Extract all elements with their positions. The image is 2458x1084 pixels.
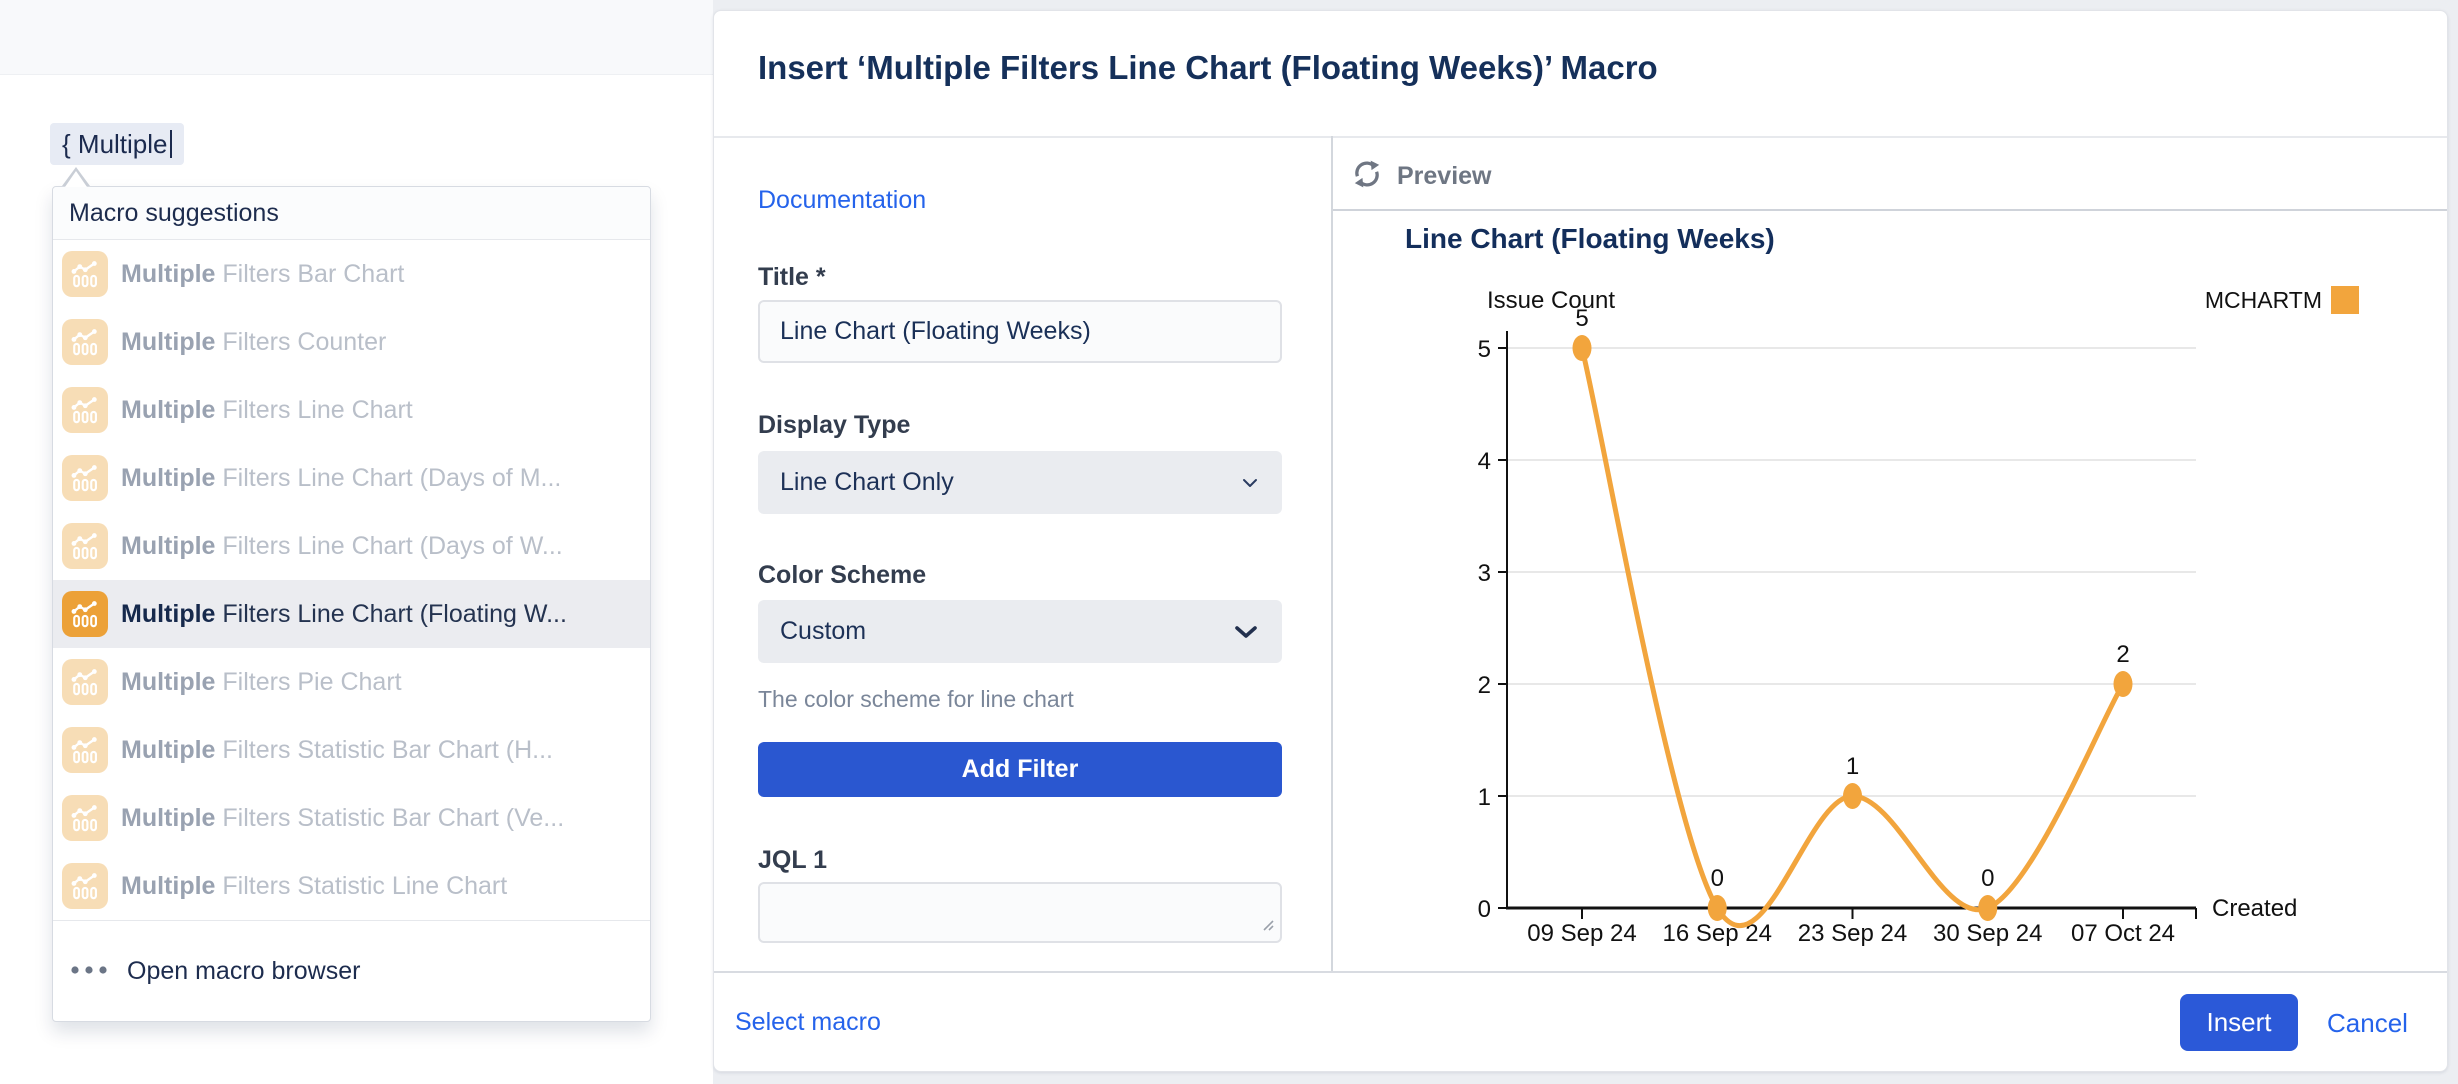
svg-text:5: 5: [1575, 305, 1588, 332]
chart-macro-icon: [62, 591, 108, 637]
chevron-down-icon: [1234, 625, 1258, 639]
text-cursor: [169, 130, 172, 158]
macro-suggestion-item[interactable]: Multiple Filters Bar Chart: [53, 240, 650, 308]
svg-text:07 Oct 24: 07 Oct 24: [2071, 920, 2175, 947]
color-scheme-help-text: The color scheme for line chart: [758, 686, 1074, 712]
color-scheme-value: Custom: [780, 617, 867, 645]
svg-text:4: 4: [1478, 448, 1491, 475]
svg-text:0: 0: [1711, 865, 1724, 892]
chart-macro-icon: [62, 727, 108, 773]
title-field-label: Title *: [758, 263, 826, 291]
svg-text:5: 5: [1478, 336, 1491, 363]
insert-macro-dialog: Insert ‘Multiple Filters Line Chart (Flo…: [713, 10, 2448, 1072]
macro-suggestion-label: Multiple Filters Statistic Bar Chart (Ve…: [121, 803, 565, 832]
cancel-link[interactable]: Cancel: [2327, 1008, 2408, 1038]
editor-top-strip: [0, 0, 713, 75]
color-scheme-select[interactable]: Custom: [758, 600, 1282, 663]
insert-button[interactable]: Insert: [2180, 994, 2298, 1051]
macro-suggestion-label: Multiple Filters Line Chart (Days of W..…: [121, 531, 563, 560]
open-macro-browser-label: Open macro browser: [127, 957, 361, 985]
display-type-select[interactable]: Line Chart Only: [758, 451, 1282, 514]
macro-suggestion-label: Multiple Filters Statistic Bar Chart (H.…: [121, 735, 553, 764]
macro-suggestions-dropdown: Macro suggestions Multiple Filters Bar C…: [52, 186, 651, 1022]
macro-suggestion-label: Multiple Filters Line Chart (Floating W.…: [121, 599, 567, 628]
form-preview-divider: [1331, 136, 1333, 971]
macro-suggestion-label: Multiple Filters Line Chart: [121, 395, 413, 424]
svg-text:0: 0: [1981, 865, 1994, 892]
chart-macro-icon: [62, 319, 108, 365]
macro-token-text: { Multiple: [62, 128, 168, 159]
color-scheme-label: Color Scheme: [758, 561, 927, 589]
macro-suggestion-label: Multiple Filters Line Chart (Days of M..…: [121, 463, 562, 492]
macro-suggestion-label: Multiple Filters Counter: [121, 327, 387, 356]
line-chart: 0 1 2 3 4 5 09 Sep 24 16 Sep 24 23 Sep 24 30 Sep …: [1478, 287, 2298, 947]
macro-autocomplete-token[interactable]: { Multiple: [50, 123, 184, 165]
preview-divider: [1333, 209, 2447, 211]
chart-macro-icon: [62, 863, 108, 909]
chart-macro-icon: [62, 523, 108, 569]
title-input[interactable]: [758, 300, 1282, 363]
macro-suggestions-list: Multiple Filters Bar Chart Multiple Filt…: [53, 240, 650, 920]
svg-text:2: 2: [1478, 672, 1491, 699]
chart-macro-icon: [62, 387, 108, 433]
macro-suggestion-item[interactable]: Multiple Filters Line Chart (Days of M..…: [53, 444, 650, 512]
macro-suggestion-item[interactable]: Multiple Filters Line Chart (Days of W..…: [53, 512, 650, 580]
svg-text:16 Sep 24: 16 Sep 24: [1663, 920, 1772, 947]
chevron-down-icon: [1242, 478, 1258, 488]
legend-swatch: [2331, 286, 2359, 314]
add-filter-button[interactable]: Add Filter: [758, 742, 1282, 797]
svg-text:2: 2: [2116, 641, 2129, 668]
svg-text:30 Sep 24: 30 Sep 24: [1933, 920, 2042, 947]
open-macro-browser-item[interactable]: Open macro browser: [53, 920, 650, 1022]
macro-suggestion-item[interactable]: Multiple Filters Pie Chart: [53, 648, 650, 716]
macro-suggestions-header: Macro suggestions: [53, 187, 650, 240]
svg-text:0: 0: [1478, 896, 1491, 923]
macro-suggestion-label: Multiple Filters Bar Chart: [121, 259, 405, 288]
chart-legend: MCHARTM: [2205, 286, 2359, 314]
select-macro-link[interactable]: Select macro: [735, 1008, 881, 1036]
legend-series-name: MCHARTM: [2204, 286, 2322, 313]
chart-macro-icon: [62, 455, 108, 501]
dropdown-pointer-fill: [65, 171, 87, 187]
dialog-header-divider: [714, 136, 2447, 138]
chart-title: Line Chart (Floating Weeks): [1405, 223, 1775, 254]
macro-suggestion-item[interactable]: Multiple Filters Line Chart: [53, 376, 650, 444]
jql-label: JQL 1: [758, 846, 828, 874]
dialog-footer-divider: [714, 971, 2447, 973]
svg-text:1: 1: [1846, 753, 1859, 780]
jql-textarea[interactable]: [758, 882, 1282, 943]
display-type-label: Display Type: [758, 411, 911, 439]
documentation-link[interactable]: Documentation: [758, 186, 927, 214]
dialog-title: Insert ‘Multiple Filters Line Chart (Flo…: [758, 49, 1658, 86]
svg-text:1: 1: [1478, 784, 1491, 811]
more-icon: [69, 963, 109, 981]
macro-suggestion-label: Multiple Filters Statistic Line Chart: [121, 871, 508, 900]
macro-suggestion-label: Multiple Filters Pie Chart: [121, 667, 402, 696]
macro-suggestion-item[interactable]: Multiple Filters Line Chart (Floating W.…: [53, 580, 650, 648]
svg-text:09 Sep 24: 09 Sep 24: [1527, 920, 1636, 947]
refresh-icon[interactable]: [1350, 157, 1384, 196]
macro-suggestion-item[interactable]: Multiple Filters Statistic Bar Chart (H.…: [53, 716, 650, 784]
preview-label: Preview: [1397, 162, 1492, 190]
display-type-value: Line Chart Only: [780, 468, 954, 496]
resize-handle-icon[interactable]: [1260, 917, 1275, 937]
svg-text:Created: Created: [2212, 895, 2297, 922]
macro-suggestion-item[interactable]: Multiple Filters Counter: [53, 308, 650, 376]
macro-suggestion-item[interactable]: Multiple Filters Statistic Bar Chart (Ve…: [53, 784, 650, 852]
chart-macro-icon: [62, 795, 108, 841]
chart-macro-icon: [62, 659, 108, 705]
svg-text:23 Sep 24: 23 Sep 24: [1798, 920, 1907, 947]
macro-suggestion-item[interactable]: Multiple Filters Statistic Line Chart: [53, 852, 650, 920]
chart-macro-icon: [62, 251, 108, 297]
svg-text:3: 3: [1478, 560, 1491, 587]
svg-text:Issue Count: Issue Count: [1487, 287, 1615, 314]
